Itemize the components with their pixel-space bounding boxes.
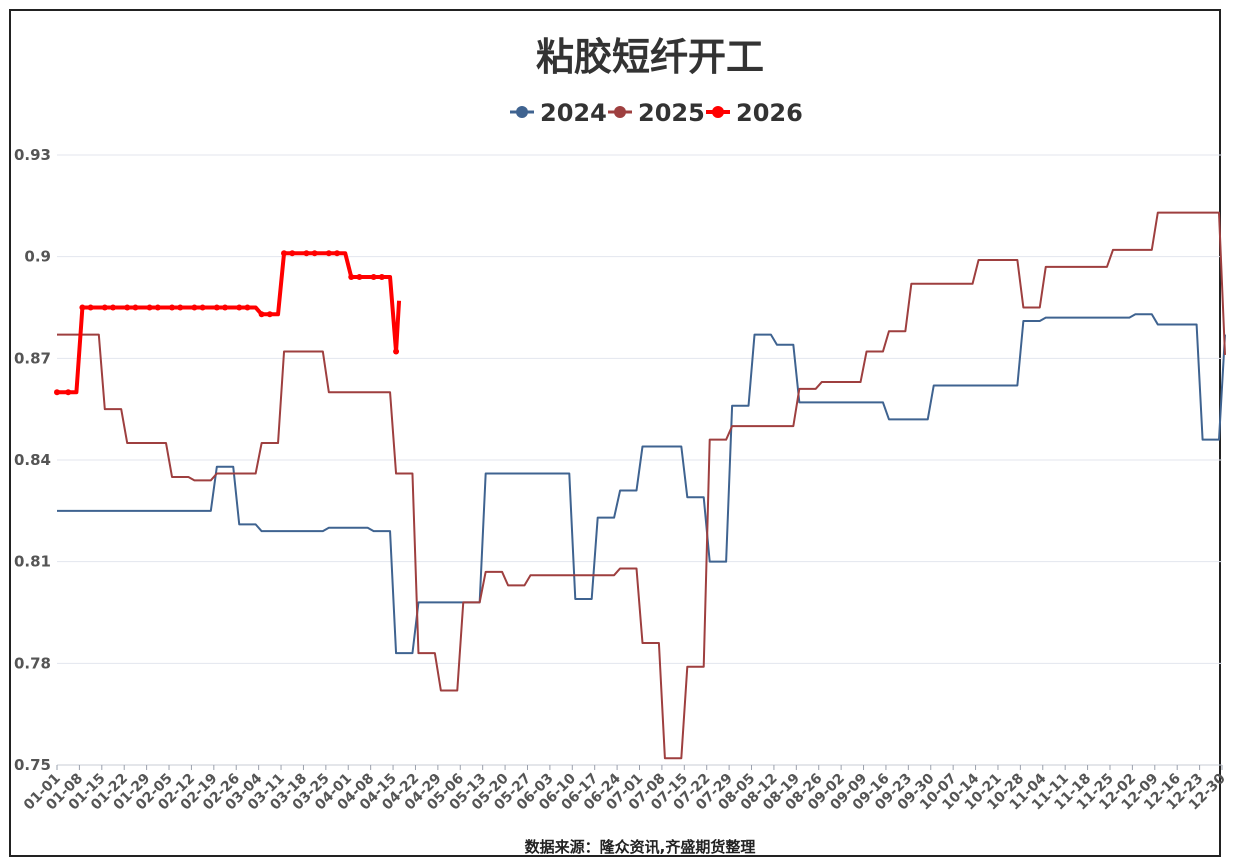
legend[interactable]: 2024 2025 2026 bbox=[510, 99, 803, 127]
data-point-2026[interactable] bbox=[311, 250, 318, 257]
data-point-2026[interactable] bbox=[348, 274, 355, 280]
legend-label: 2025 bbox=[638, 99, 705, 127]
data-point-2026[interactable] bbox=[378, 274, 385, 280]
series-2026 bbox=[54, 250, 402, 396]
data-point-2026[interactable] bbox=[169, 304, 176, 311]
series-2025 bbox=[57, 211, 1226, 760]
data-point-2026[interactable] bbox=[281, 250, 288, 257]
data-point-2026[interactable] bbox=[110, 304, 117, 311]
data-point-2026[interactable] bbox=[356, 274, 363, 280]
data-point-2026[interactable] bbox=[222, 304, 229, 311]
legend-marker bbox=[614, 106, 626, 118]
data-point-2026[interactable] bbox=[303, 250, 310, 257]
data-point-2026[interactable] bbox=[146, 304, 153, 311]
grid-layer bbox=[57, 154, 1222, 766]
legend-label: 2024 bbox=[540, 99, 607, 127]
data-source-note: 数据来源：隆众资讯,齐盛期货整理 bbox=[525, 838, 756, 856]
data-point-2026[interactable] bbox=[101, 304, 108, 311]
legend-item-2026[interactable]: 2026 bbox=[706, 99, 803, 127]
data-point-2026[interactable] bbox=[213, 304, 220, 311]
y-tick-label: 0.84 bbox=[14, 451, 51, 469]
series-layer bbox=[54, 211, 1226, 760]
data-point-2026[interactable] bbox=[334, 250, 341, 257]
data-point-2026[interactable] bbox=[289, 250, 296, 257]
legend-item-2025[interactable]: 2025 bbox=[608, 99, 705, 127]
series-line-2025[interactable] bbox=[57, 211, 1226, 760]
y-tick-label: 0.78 bbox=[14, 654, 51, 672]
data-point-2026[interactable] bbox=[236, 304, 243, 311]
legend-marker bbox=[712, 106, 724, 118]
data-point-2026[interactable] bbox=[266, 311, 273, 318]
data-point-2026[interactable] bbox=[370, 274, 377, 280]
series-2024 bbox=[57, 313, 1226, 655]
y-tick-label: 0.75 bbox=[14, 756, 51, 774]
data-point-2026[interactable] bbox=[191, 304, 198, 311]
series-line-2026[interactable] bbox=[57, 251, 402, 395]
data-point-2026[interactable] bbox=[79, 304, 86, 311]
data-point-2026[interactable] bbox=[393, 348, 400, 355]
data-point-2026[interactable] bbox=[199, 304, 206, 311]
x-axis: 01-0101-0801-1501-2201-2902-0502-1202-19… bbox=[21, 765, 1229, 813]
data-point-2026[interactable] bbox=[154, 304, 161, 311]
data-point-2026[interactable] bbox=[124, 304, 131, 311]
y-tick-label: 0.9 bbox=[24, 248, 51, 266]
data-point-2026[interactable] bbox=[325, 250, 332, 257]
y-tick-label: 0.87 bbox=[14, 349, 51, 367]
legend-item-2024[interactable]: 2024 bbox=[510, 99, 607, 127]
legend-label: 2026 bbox=[736, 99, 803, 127]
y-tick-label: 0.93 bbox=[14, 146, 51, 164]
chart-frame bbox=[9, 9, 1221, 857]
data-point-2026[interactable] bbox=[244, 304, 251, 311]
y-axis: 0.93 0.9 0.87 0.84 0.81 0.78 0.75 bbox=[14, 146, 51, 774]
data-point-2026[interactable] bbox=[177, 304, 184, 311]
chart-title: 粘胶短纤开工 bbox=[536, 35, 764, 79]
data-point-2026[interactable] bbox=[54, 389, 60, 396]
data-point-2026[interactable] bbox=[65, 389, 72, 396]
legend-marker bbox=[516, 106, 528, 118]
y-tick-label: 0.81 bbox=[14, 553, 51, 571]
data-point-2026[interactable] bbox=[87, 304, 94, 311]
data-point-2026[interactable] bbox=[132, 304, 139, 311]
data-point-2026[interactable] bbox=[258, 311, 265, 318]
series-line-2024[interactable] bbox=[57, 313, 1226, 655]
